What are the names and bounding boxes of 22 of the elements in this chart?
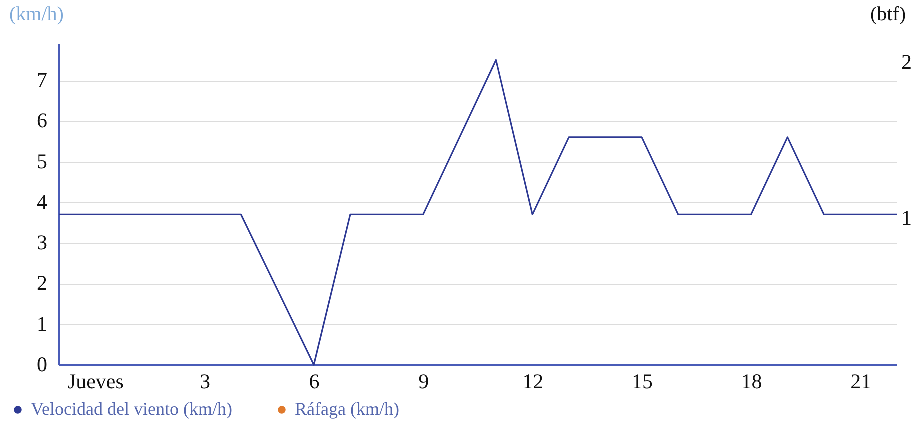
y2-tick-label: 1 <box>902 206 912 230</box>
y-tick-label: 1 <box>37 312 48 336</box>
legend-label: Velocidad del viento (km/h) <box>31 399 232 419</box>
y-tick-label: 6 <box>37 108 48 133</box>
legend-label: Ráfaga (km/h) <box>295 399 400 419</box>
y-tick-label: 5 <box>37 149 48 174</box>
x-tick-label: 18 <box>741 370 762 394</box>
y2-axis-title: (btf) <box>870 4 906 26</box>
y-tick-label: 3 <box>37 230 48 255</box>
y2-tick-label: 2 <box>902 50 912 74</box>
x-tick-label: Jueves <box>68 370 124 394</box>
x-tick-label: 12 <box>522 370 544 394</box>
x-tick-label: 9 <box>418 370 430 394</box>
y-tick-label: 2 <box>37 271 48 296</box>
x-tick-label: 6 <box>309 370 320 394</box>
y-tick-label: 0 <box>37 352 48 376</box>
x-tick-label: 21 <box>850 370 872 394</box>
y-tick-label: 4 <box>37 190 48 214</box>
y-tick-label: 7 <box>37 68 48 92</box>
y-axis-title: (km/h) <box>10 4 64 26</box>
x-tick-label: 15 <box>632 370 653 394</box>
x-tick-label: 3 <box>200 370 210 394</box>
